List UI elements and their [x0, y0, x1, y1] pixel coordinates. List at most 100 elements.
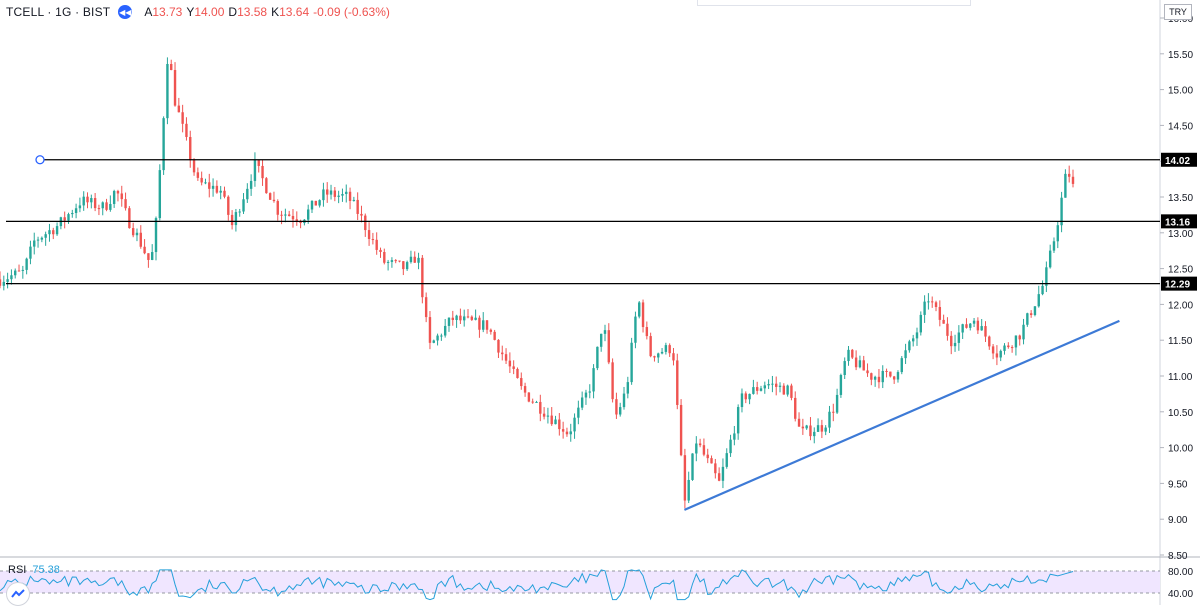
candle-down	[97, 208, 101, 210]
candle-down	[885, 370, 888, 372]
candle-up	[6, 279, 9, 282]
candle-down	[291, 215, 295, 220]
candle-up	[908, 341, 911, 351]
candle-up	[71, 212, 74, 215]
candle-up	[447, 317, 451, 326]
candle-down	[295, 219, 298, 222]
tradingview-logo-icon[interactable]	[6, 582, 30, 606]
candle-up	[828, 411, 831, 428]
candle-down	[668, 345, 671, 354]
candle-up	[969, 323, 972, 328]
candle-up	[1022, 324, 1025, 340]
candle-up	[1060, 197, 1063, 226]
candle-up	[2, 281, 6, 286]
candle-down	[17, 270, 21, 272]
candle-up	[767, 384, 770, 386]
candle-down	[976, 320, 980, 331]
candle-up	[242, 199, 245, 212]
candle-down	[173, 70, 177, 106]
high-value: 14.00	[194, 5, 225, 19]
candle-up	[14, 270, 17, 276]
candle-down	[52, 230, 55, 235]
candle-up	[436, 335, 439, 341]
y-tick-label: 9.50	[1168, 479, 1188, 490]
candle-up	[154, 218, 158, 253]
candle-up	[599, 333, 603, 347]
candle-down	[782, 385, 786, 395]
candle-up	[352, 199, 356, 201]
candle-up	[554, 419, 557, 425]
candle-down	[706, 454, 709, 459]
candle-up	[443, 325, 447, 336]
candle-down	[428, 317, 432, 343]
candle-up	[721, 466, 725, 481]
candle-up	[1003, 345, 1006, 351]
rsi-band	[0, 571, 1160, 593]
level-price-tag	[1161, 214, 1197, 229]
candle-up	[923, 301, 926, 315]
y-tick-label: 15.50	[1168, 50, 1193, 61]
candle-up	[48, 230, 51, 235]
candle-down	[451, 317, 454, 321]
candle-up	[310, 200, 314, 210]
candle-up	[1045, 267, 1048, 286]
candle-down	[227, 196, 230, 215]
candle-up	[337, 195, 340, 197]
candle-down	[565, 431, 569, 435]
candle-up	[619, 407, 622, 415]
candle-down	[801, 426, 805, 429]
candle-down	[360, 213, 363, 216]
candle-down	[512, 366, 515, 369]
candle-up	[546, 415, 550, 417]
candle-up	[835, 394, 839, 413]
candle-down	[942, 319, 945, 324]
candle-down	[364, 215, 367, 231]
candle-up	[733, 433, 736, 440]
candle-down	[413, 256, 416, 263]
candle-down	[276, 201, 279, 215]
y-tick-label: 13.50	[1168, 193, 1193, 204]
candle-down	[851, 349, 854, 358]
candle-down	[105, 202, 108, 210]
candle-down	[889, 371, 892, 377]
candle-down	[797, 418, 801, 427]
candle-up	[915, 332, 919, 339]
candle-up	[725, 453, 728, 467]
candle-down	[501, 352, 504, 355]
y-tick-label: 12.00	[1168, 300, 1193, 311]
candle-up	[896, 372, 900, 380]
currency-button[interactable]: TRY	[1164, 4, 1192, 20]
candle-down	[333, 190, 337, 197]
candle-down	[493, 331, 496, 340]
candle-down	[931, 301, 934, 303]
candle-down	[424, 297, 428, 318]
candle-up	[638, 302, 641, 317]
candle-down	[862, 360, 865, 371]
candle-up	[345, 191, 348, 195]
symbol-label[interactable]: TCELL · 1G · BIST	[6, 5, 111, 19]
candle-down	[938, 307, 942, 320]
rsi-value: 75.38	[32, 564, 60, 576]
candle-down	[398, 260, 401, 262]
candle-up	[204, 182, 207, 184]
candle-down	[615, 399, 618, 415]
candle-up	[657, 353, 660, 358]
candle-up	[90, 198, 93, 203]
candle-down	[0, 279, 2, 286]
candle-down	[934, 302, 938, 308]
candle-up	[736, 407, 740, 434]
candle-up	[101, 202, 104, 209]
candle-up	[284, 214, 287, 216]
candle-up	[1033, 306, 1037, 316]
candle-up	[166, 63, 169, 119]
close-label: K	[271, 5, 280, 19]
candle-down	[527, 392, 531, 402]
double-chevron-left-icon[interactable]: ◀◀	[118, 5, 133, 19]
candle-up	[474, 317, 477, 320]
candle-down	[504, 354, 508, 361]
candle-down	[459, 315, 462, 321]
candle-down	[120, 193, 123, 200]
candle-down	[679, 404, 683, 456]
high-label: Y	[186, 5, 195, 19]
